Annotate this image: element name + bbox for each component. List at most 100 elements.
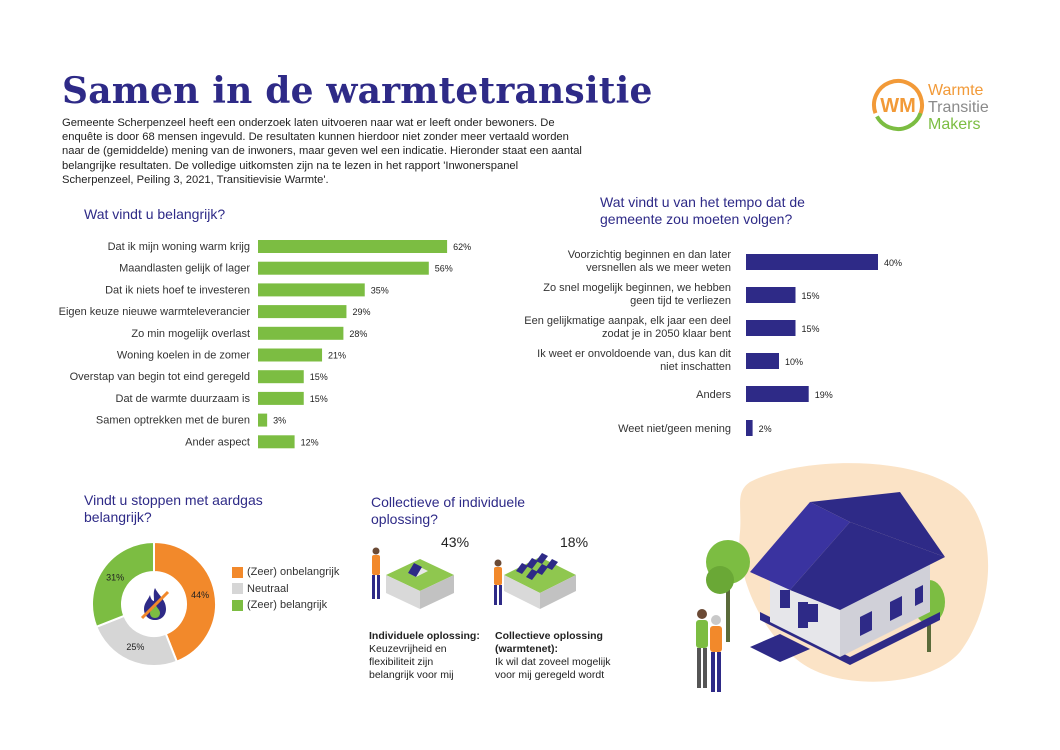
category-label: Anders <box>696 389 731 401</box>
donut-legend: (Zeer) onbelangrijk Neutraal (Zeer) bela… <box>232 564 339 614</box>
bar <box>258 240 448 253</box>
collective-description: Collectieve oplossing (warmtenet): Ik wi… <box>495 630 635 682</box>
slice-value-label: 44% <box>191 590 209 600</box>
bar <box>258 305 347 319</box>
value-label: 19% <box>815 390 833 400</box>
category-label-line: Een gelijkmatige aanpak, elk jaar een de… <box>524 315 731 327</box>
tree-icon <box>706 540 750 642</box>
category-label: Zo snel mogelijk beginnen, we hebben geen… <box>543 282 731 307</box>
tempo-bar-chart: Voorzichtig beginnen en dan later versnel… <box>524 249 902 436</box>
category-label: Weet niet/geen mening <box>618 423 731 435</box>
importance-chart-title: Wat vindt u belangrijk? <box>84 206 226 222</box>
warmte-transitie-makers-logo: WM <box>872 79 924 131</box>
value-label: 29% <box>352 307 370 317</box>
legend-label: (Zeer) onbelangrijk <box>247 566 340 578</box>
bar <box>746 287 796 303</box>
category-label: Maandlasten gelijk of lager <box>119 263 250 275</box>
bar <box>258 370 304 384</box>
category-label: Dat ik niets hoef te investeren <box>105 284 250 296</box>
bar <box>258 348 323 362</box>
category-label: Woning koelen in de zomer <box>117 350 250 362</box>
donut-slice <box>153 540 217 663</box>
bar <box>746 320 796 336</box>
person-icon <box>710 615 722 692</box>
value-label: 12% <box>301 437 319 447</box>
bar <box>258 435 295 449</box>
bar <box>746 386 809 402</box>
tempo-chart-title: Wat vindt u van het tempo dat de gemeent… <box>600 194 805 227</box>
category-label: Dat de warmte duurzaam is <box>116 393 251 405</box>
individual-text-line: belangrijk voor mij <box>369 669 454 681</box>
value-label: 10% <box>785 357 803 367</box>
category-label-line: Anders <box>696 389 731 401</box>
solution-title: Collectieve of individuele oplossing? <box>371 494 526 527</box>
value-label: 2% <box>759 424 772 434</box>
no-gas-flame-icon <box>140 588 170 620</box>
importance-bar-chart: Dat ik mijn woning warm krijg 62% Maandlas… <box>59 240 471 449</box>
bar <box>746 353 779 369</box>
individual-text-line: flexibiliteit zijn <box>369 656 434 668</box>
category-label-line: Ik weet er onvoldoende van, dus kan dit <box>537 348 731 360</box>
value-label: 15% <box>802 291 820 301</box>
category-label: Ander aspect <box>185 436 250 448</box>
category-label: Overstap van begin tot eind geregeld <box>70 371 250 383</box>
value-label: 15% <box>310 372 328 382</box>
logo-wordmark: Warmte Transitie Makers <box>928 82 989 133</box>
individual-description: Individuele oplossing: Keuzevrijheid en … <box>369 630 489 682</box>
logo-line-2: Transitie <box>928 99 989 116</box>
category-label-line: Zo snel mogelijk beginnen, we hebben <box>543 282 731 294</box>
logo-line-1: Warmte <box>928 82 984 99</box>
value-label: 62% <box>453 242 471 252</box>
category-label: Voorzichtig beginnen en dan later versnel… <box>568 249 732 274</box>
logo-initials: WM <box>880 95 916 117</box>
category-label-line: versnellen als we meer weten <box>586 262 731 274</box>
logo-line-3: Makers <box>928 116 981 133</box>
page-title: Samen in de warmtetransitie <box>62 70 653 112</box>
legend-swatch <box>232 566 243 578</box>
category-label-line: niet inschatten <box>660 361 731 373</box>
category-label: Zo min mogelijk overlast <box>131 328 250 340</box>
intro-text: Gemeente Scherpenzeel heeft een onderzoe… <box>62 117 582 186</box>
category-label: Ik weet er onvoldoende van, dus kan dit n… <box>537 348 731 373</box>
person-icon <box>696 609 708 688</box>
bar <box>258 326 344 340</box>
gas-chart-title: Vindt u stoppen met aardgas belangrijk? <box>84 492 263 525</box>
value-label: 28% <box>349 329 367 339</box>
collective-text-line: voor mij geregeld wordt <box>495 669 605 681</box>
house-illustration <box>696 463 989 692</box>
donut-slice <box>91 540 155 629</box>
value-label: 15% <box>802 324 820 334</box>
value-label: 15% <box>310 394 328 404</box>
legend-item: (Zeer) onbelangrijk <box>232 564 339 581</box>
category-label-line: geen tijd te verliezen <box>630 295 731 307</box>
legend-item: (Zeer) belangrijk <box>232 597 339 614</box>
category-label: Eigen keuze nieuwe warmteleverancier <box>59 306 251 318</box>
legend-label: (Zeer) belangrijk <box>247 599 328 611</box>
individual-percentage: 43% <box>441 534 470 550</box>
category-label: Een gelijkmatige aanpak, elk jaar een de… <box>524 315 731 340</box>
gas-donut-chart: 44% 25% 31% <box>91 540 217 667</box>
collective-heading: Collectieve oplossing (warmtenet): <box>495 630 603 655</box>
legend-swatch <box>232 583 243 595</box>
bar <box>258 391 304 405</box>
collective-percentage: 18% <box>560 534 589 550</box>
legend-label: Neutraal <box>247 582 289 595</box>
collective-text-line: Ik wil dat zoveel mogelijk <box>495 656 611 668</box>
value-label: 56% <box>435 264 453 274</box>
legend-item: Neutraal <box>232 581 339 598</box>
value-label: 3% <box>273 416 286 426</box>
individual-heading: Individuele oplossing: <box>369 630 480 642</box>
collective-houses-illustration <box>494 553 576 609</box>
bar <box>258 413 268 427</box>
slice-value-label: 31% <box>106 573 124 583</box>
individual-house-illustration <box>372 547 454 609</box>
bar <box>258 283 365 297</box>
bar <box>746 254 878 270</box>
bar <box>258 261 429 275</box>
category-label-line: Voorzichtig beginnen en dan later <box>568 249 732 261</box>
slice-value-label: 25% <box>126 642 144 652</box>
legend-swatch <box>232 599 243 611</box>
value-label: 21% <box>328 351 346 361</box>
donut-slice <box>95 614 179 667</box>
bar <box>746 420 753 436</box>
